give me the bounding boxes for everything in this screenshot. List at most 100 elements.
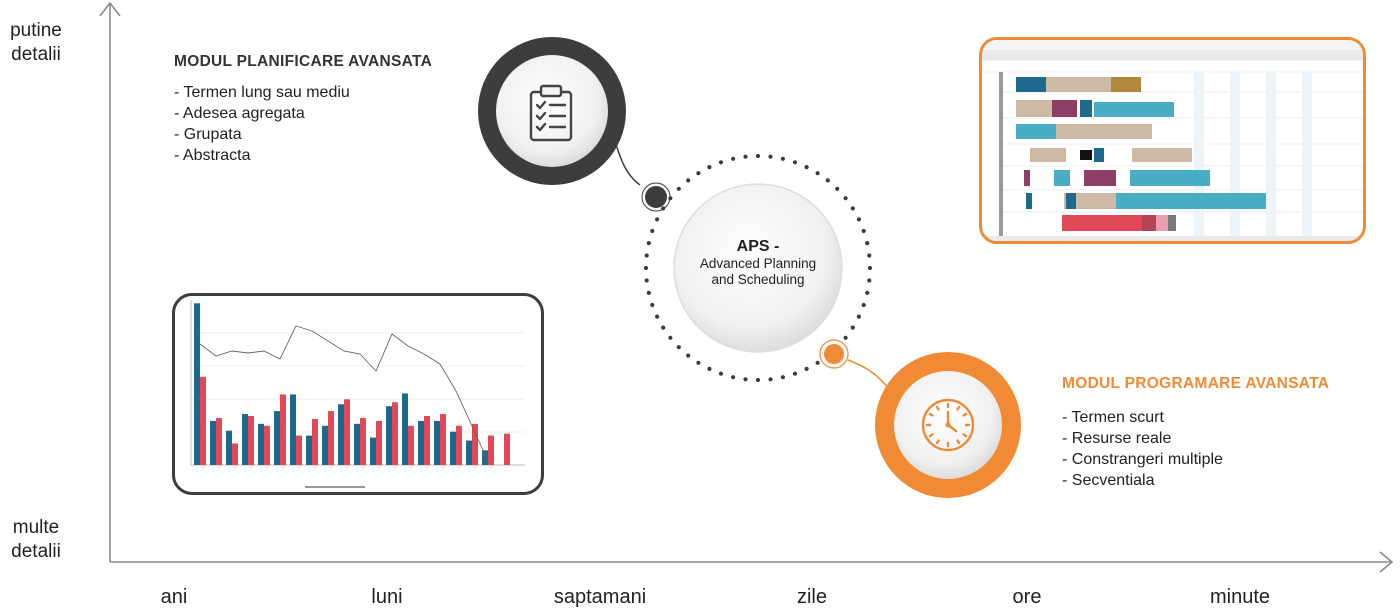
thumbnail-bar xyxy=(392,402,398,465)
thumbnail-bar xyxy=(338,404,344,465)
gantt-bar xyxy=(1052,100,1077,117)
ring-dot xyxy=(686,178,691,183)
gantt-bar xyxy=(1116,193,1266,209)
thumbnail-bar xyxy=(280,394,286,465)
thumbnail-bar xyxy=(290,394,296,465)
ring-dot xyxy=(850,206,855,211)
x-tick-ore: ore xyxy=(1012,586,1042,608)
aps-subtitle-line2: and Scheduling xyxy=(711,272,805,287)
planning-item: - Abstracta xyxy=(174,147,251,164)
ring-dot xyxy=(668,335,673,340)
gantt-bar xyxy=(1046,77,1111,92)
thumbnail-bar xyxy=(424,416,430,465)
ring-dot xyxy=(815,171,820,176)
thumbnail-bar xyxy=(216,417,222,465)
gantt-bar xyxy=(1056,124,1152,139)
thumbnail-bar xyxy=(328,411,334,465)
thumbnail-bar xyxy=(242,414,248,465)
ring-dot xyxy=(676,345,681,350)
gantt-bar xyxy=(1130,170,1210,186)
ring-dot xyxy=(755,153,761,159)
x-tick-ani: ani xyxy=(160,586,188,608)
thumbnail-bar xyxy=(312,418,318,465)
thumbnail-bar xyxy=(194,303,200,465)
ring-dot xyxy=(743,154,748,159)
x-tick-zile: zile xyxy=(796,586,828,608)
y-top-label: putine detalii xyxy=(0,19,72,67)
ring-dot xyxy=(768,154,773,159)
ring-dot xyxy=(792,160,798,165)
ring-dot xyxy=(661,325,666,330)
ring-dot xyxy=(856,314,862,319)
ring-dot xyxy=(856,217,862,222)
ring-dot xyxy=(655,314,660,319)
gantt-bar xyxy=(1168,215,1176,231)
clipboard-checklist-icon xyxy=(529,84,573,142)
ring-dot xyxy=(835,186,840,191)
ring-dot xyxy=(731,156,736,161)
thumbnail-bar xyxy=(264,425,270,465)
planning-heading: MODUL PLANIFICARE AVANSATA xyxy=(174,53,433,70)
gantt-bar xyxy=(1080,100,1092,117)
ring-dot xyxy=(707,366,712,371)
thumbnail-bar xyxy=(466,440,472,465)
aps-title: APS - xyxy=(736,238,780,255)
thumbnail-bar xyxy=(472,423,478,465)
ring-dot xyxy=(867,253,872,258)
aps-subtitle-line1: Advanced Planning xyxy=(699,256,817,271)
ring-dot xyxy=(843,196,848,201)
thumbnail-bar xyxy=(386,406,392,465)
thumbnail-bar xyxy=(306,435,312,465)
scheduling-heading: MODUL PROGRAMARE AVANSATA xyxy=(1062,375,1330,392)
ring-dot xyxy=(861,228,866,234)
gantt-bar xyxy=(1054,170,1070,186)
aps-dotted-ring xyxy=(643,153,873,383)
ring-dot xyxy=(718,160,724,165)
ring-dot xyxy=(867,265,873,271)
gantt-bar xyxy=(1016,77,1046,92)
ring-dot xyxy=(755,377,761,383)
scheduling-item: - Secventiala xyxy=(1062,472,1155,489)
y-axis-arrowhead xyxy=(99,1,121,17)
thumbnail-bar xyxy=(370,437,376,465)
gantt-bar xyxy=(1084,170,1116,186)
thumbnail-bar xyxy=(434,420,440,465)
y-top-label-line1: putine xyxy=(10,20,62,41)
gantt-bar xyxy=(1016,124,1056,139)
ring-dot xyxy=(792,371,798,376)
ring-dot xyxy=(655,217,660,222)
thumbnail-bar xyxy=(200,376,206,465)
ring-dot xyxy=(861,302,866,308)
scheduling-item: - Termen scurt xyxy=(1062,409,1164,426)
thumbnail-bar xyxy=(418,420,424,465)
ring-dot xyxy=(644,253,649,258)
gantt-bar xyxy=(1156,215,1168,231)
aps-circle xyxy=(673,183,843,353)
x-axis-arrowhead xyxy=(1379,551,1394,573)
planning-item: - Termen lung sau mediu xyxy=(174,84,350,101)
scheduling-connector xyxy=(847,359,893,393)
gantt-thumbnail xyxy=(979,37,1366,244)
ring-dot xyxy=(768,377,773,382)
thumbnail-bar xyxy=(258,423,264,465)
gantt-bar xyxy=(1111,77,1141,92)
ring-dot xyxy=(731,375,736,380)
gantt-bar xyxy=(1066,193,1076,209)
ring-dot xyxy=(676,186,681,191)
ring-dot xyxy=(707,165,712,170)
scheduling-item: - Constrangeri multiple xyxy=(1062,451,1223,468)
planning-connector-dot xyxy=(645,186,667,208)
gantt-bar xyxy=(1142,215,1156,231)
ring-dot xyxy=(696,360,701,365)
scheduling-item: - Resurse reale xyxy=(1062,430,1172,447)
thumbnail-bar xyxy=(248,416,254,465)
gantt-bar xyxy=(1062,215,1142,231)
scheduling-list: - Termen scurt - Resurse reale - Constra… xyxy=(1062,407,1223,491)
planning-item: - Adesea agregata xyxy=(174,105,305,122)
ring-dot xyxy=(646,241,651,246)
x-tick-saptamani: saptamani xyxy=(553,586,647,608)
y-top-label-line2: detalii xyxy=(11,44,61,65)
aps-label: APS - Advanced Planning and Scheduling xyxy=(688,238,828,288)
